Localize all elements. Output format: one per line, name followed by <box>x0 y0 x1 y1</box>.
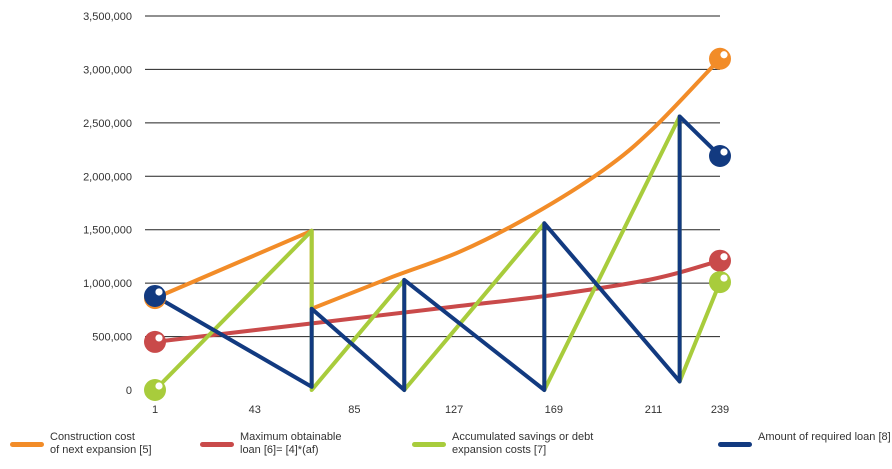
end-marker <box>709 271 731 294</box>
legend-item: Amount of required loan [8] <box>718 431 892 447</box>
legend-swatch <box>10 442 44 447</box>
series-line-2 <box>153 114 722 392</box>
y-tick-label: 2,500,000 <box>83 118 132 130</box>
x-tick-label: 85 <box>348 404 360 416</box>
legend-swatch <box>412 442 446 447</box>
series-line-0 <box>153 56 722 311</box>
x-tick-label: 211 <box>645 404 663 416</box>
x-tick-label: 43 <box>249 404 261 416</box>
end-marker <box>709 47 731 70</box>
series-line-1 <box>153 258 722 344</box>
y-tick-label: 2,000,000 <box>83 171 132 183</box>
grid-lines <box>145 15 720 338</box>
x-tick-label: 169 <box>545 404 563 416</box>
legend-item: Accumulated savings or debt expansion cos… <box>412 431 602 457</box>
series-lines <box>153 56 722 392</box>
y-axis-tick-labels: 0 500,000 1,000,000 1,500,000 2,000,000 2,500… <box>83 11 132 397</box>
y-tick-label: 1,000,000 <box>83 278 132 290</box>
x-tick-label: 127 <box>445 404 463 416</box>
y-tick-label: 3,000,000 <box>83 64 132 76</box>
legend-label: Amount of required loan [8] <box>758 431 891 443</box>
x-tick-label: 1 <box>152 404 158 416</box>
end-marker <box>709 249 731 272</box>
end-marker <box>144 330 166 353</box>
legend-label: Maximum obtainable loan [6]= [4]*(af) <box>240 431 342 456</box>
end-marker <box>709 144 731 167</box>
legend-item: Construction cost of next expansion [5] <box>10 431 200 457</box>
legend-item: Maximum obtainable loan [6]= [4]*(af) <box>200 431 390 457</box>
legend-swatch <box>718 442 752 447</box>
legend-label: Accumulated savings or debt expansion cos… <box>452 431 594 456</box>
y-tick-label: 500,000 <box>92 332 132 344</box>
legend-swatch <box>200 442 234 447</box>
y-tick-label: 1,500,000 <box>83 225 132 237</box>
y-tick-label: 0 <box>126 385 132 397</box>
y-tick-label: 3,500,000 <box>83 11 132 23</box>
end-marker <box>144 379 166 401</box>
x-tick-label: 239 <box>711 404 729 416</box>
series-line-3 <box>153 114 722 392</box>
end-marker <box>144 284 166 307</box>
legend-label: Construction cost of next expansion [5] <box>50 431 152 456</box>
x-axis-tick-labels: 1 43 85 127 169 211 239 <box>152 404 729 416</box>
end-markers <box>144 47 731 401</box>
